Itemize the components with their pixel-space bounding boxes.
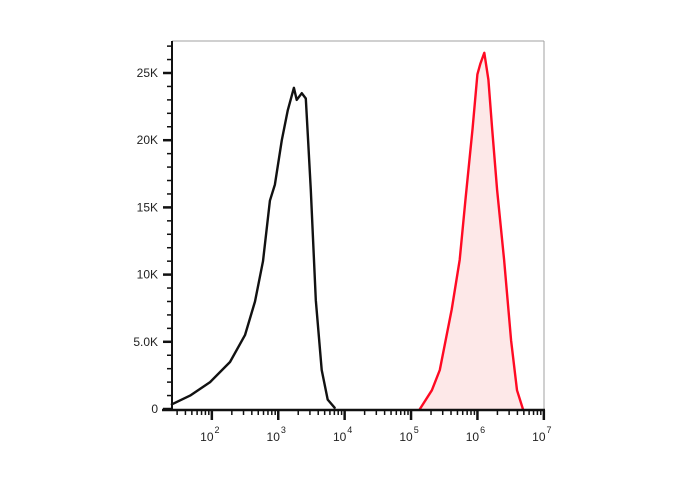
histogram-series <box>170 51 525 411</box>
stained-histogram-fill <box>419 52 523 410</box>
y-tick-label: 20K <box>137 133 158 147</box>
y-tick-label: 15K <box>137 200 158 214</box>
y-tick-label: 0 <box>151 402 158 416</box>
y-axis: 0 5.0K 10K 15K 20K 25K <box>133 41 173 416</box>
stained-histogram-line <box>418 51 525 411</box>
control-histogram-line <box>170 86 336 409</box>
y-tick-label: 5.0K <box>133 335 158 349</box>
y-tick-label: 25K <box>137 66 158 80</box>
y-tick-label: 10K <box>137 268 158 282</box>
plot-frame <box>172 40 545 410</box>
